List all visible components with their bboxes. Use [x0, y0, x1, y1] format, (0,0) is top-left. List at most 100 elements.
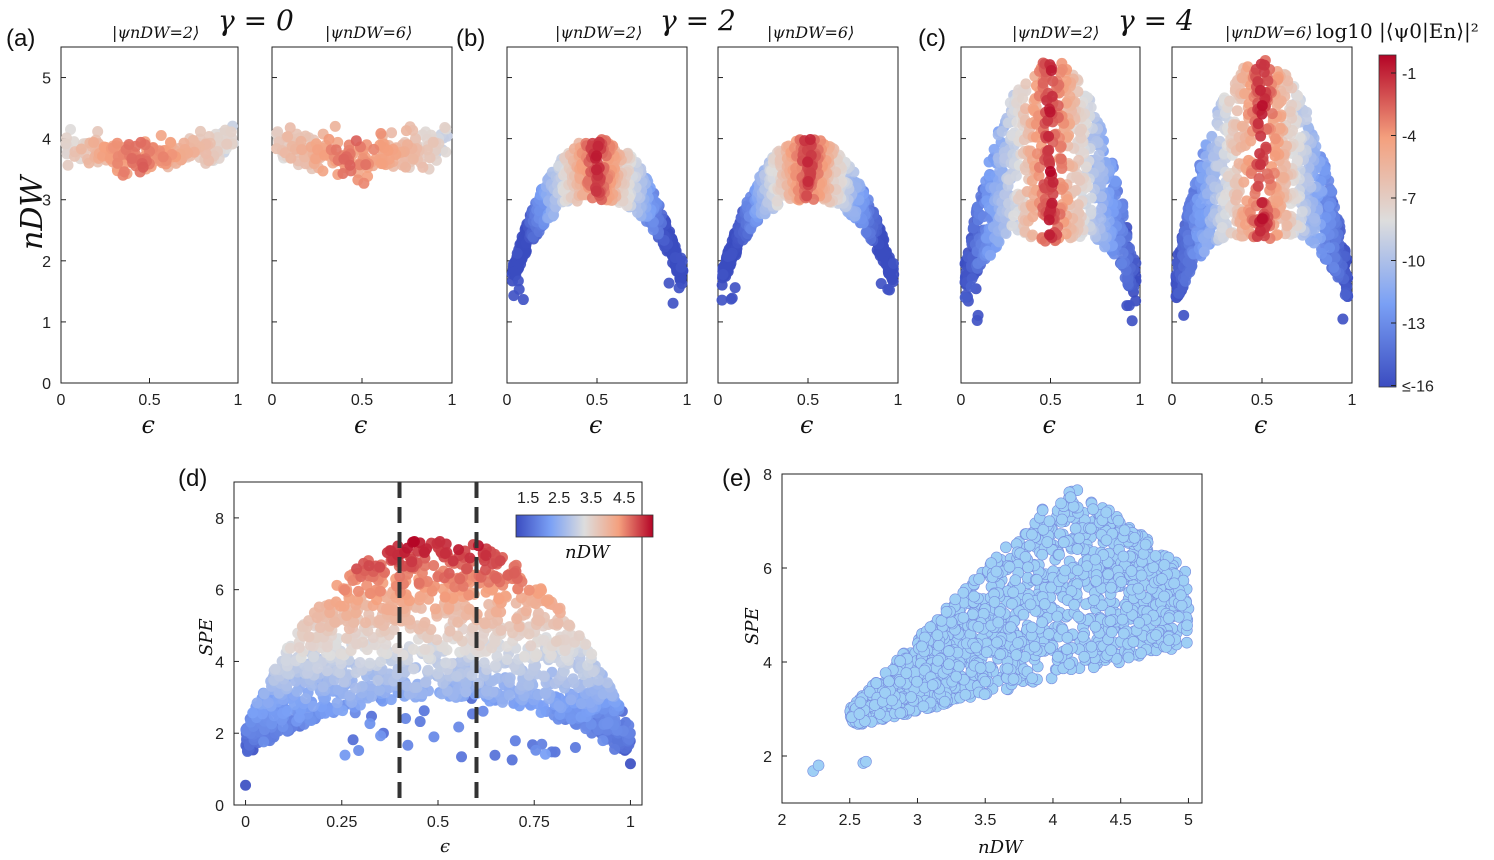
axes-frame-0 [60, 46, 239, 384]
data-point-1-122 [400, 161, 412, 173]
data-point-1-228 [344, 159, 356, 171]
data-point-1-190 [375, 158, 387, 170]
data-point-d-996 [357, 636, 369, 648]
data-point-5-769 [1274, 123, 1286, 135]
subtitle-a-right: |ψnDW=6⟩ [325, 23, 412, 42]
data-point-d-514 [503, 689, 515, 701]
data-point-3-811 [804, 133, 816, 145]
x-tick-label-0-0: 0 [57, 392, 66, 409]
data-point-d-600 [350, 682, 362, 694]
data-point-d-170 [402, 739, 414, 751]
x-tick-label-6-2: 0.5 [427, 814, 449, 831]
data-point-5-895 [1258, 59, 1270, 71]
subtitle-a-left: |ψnDW=2⟩ [112, 23, 199, 42]
data-point-4-828 [1056, 162, 1068, 174]
data-point-d-102 [609, 743, 621, 755]
data-point-d-963 [489, 636, 501, 648]
x-tick-label-0-1: 0.5 [138, 392, 160, 409]
x-tick-label-4-0: 0 [957, 392, 966, 409]
data-point-d-53 [347, 734, 359, 746]
data-point-1-173 [317, 165, 329, 177]
data-point-5-303 [1316, 247, 1328, 259]
data-point-1-90 [417, 161, 429, 173]
points-5 [1170, 54, 1354, 325]
data-point-5-883 [1252, 180, 1264, 192]
data-point-3-213 [726, 292, 738, 304]
x-tick-label-3-0: 0 [714, 392, 723, 409]
data-point-1-99 [386, 127, 398, 139]
data-point-5-627 [1224, 95, 1236, 107]
y-tick-label-6-0: 0 [215, 798, 224, 815]
data-point-1-119 [407, 153, 419, 165]
data-point-5-136 [1339, 289, 1351, 301]
data-point-3-207 [717, 269, 729, 281]
data-point-4-654 [1074, 174, 1086, 186]
data-point-4-644 [1076, 123, 1088, 135]
data-point-d-570 [480, 685, 492, 697]
data-point-d-918 [586, 648, 598, 660]
data-point-d-265 [565, 713, 577, 725]
data-point-2-206 [511, 247, 523, 259]
subtitle-c-left: |ψnDW=2⟩ [1012, 23, 1099, 42]
data-point-5-702 [1231, 189, 1243, 201]
data-point-0-204 [157, 151, 169, 163]
data-point-d-499 [300, 693, 312, 705]
data-point-4-86 [1123, 300, 1135, 312]
x-tick-label-6-4: 1 [626, 814, 635, 831]
data-point-d-1070 [563, 619, 575, 631]
data-point-d-721 [451, 670, 463, 682]
data-point-d-213 [597, 735, 609, 747]
data-point-2-204 [663, 277, 675, 289]
data-point-d-289 [339, 749, 351, 761]
x-tick-label-5-2: 1 [1348, 392, 1357, 409]
gamma-title-a: γ = 0 [218, 4, 294, 37]
data-point-d-546 [374, 684, 386, 696]
data-point-d-78 [456, 751, 468, 763]
data-point-d-980 [293, 642, 305, 654]
data-point-4-570 [1006, 220, 1018, 232]
data-point-5-206 [1184, 266, 1196, 278]
data-point-0-41 [60, 132, 72, 144]
data-point-d-109 [569, 742, 581, 754]
data-point-5-82 [1337, 313, 1349, 325]
data-point-5-905 [1254, 84, 1266, 96]
data-point-0-224 [135, 136, 147, 148]
data-point-d-211 [258, 736, 270, 748]
axes-4: 0 0.5 1ϵ [957, 46, 1145, 439]
data-point-2-211 [675, 252, 687, 264]
data-point-d-259 [375, 730, 387, 742]
data-point-d-2 [624, 758, 636, 770]
data-point-4-910 [1044, 106, 1056, 118]
colorbar-tick-label-1: -4 [1402, 129, 1416, 146]
data-point-4-909 [1043, 214, 1055, 226]
data-point-2-208 [667, 297, 679, 309]
data-point-d-439 [251, 697, 263, 709]
data-point-4-146 [965, 281, 977, 293]
data-point-1-70 [421, 144, 433, 156]
data-point-d-1042 [303, 631, 315, 643]
x-tick-label-1-1: 0.5 [351, 392, 373, 409]
data-point-0-44 [225, 126, 237, 138]
panel-label-b: (b) [456, 25, 485, 52]
data-point-5-506 [1300, 113, 1312, 125]
data-point-4-861 [1047, 75, 1059, 87]
data-point-d-206 [530, 744, 542, 756]
data-point-0-107 [75, 143, 87, 155]
y-tick-label-0-2: 2 [42, 254, 51, 271]
data-point-2-803 [590, 185, 602, 197]
data-point-1-211 [358, 177, 370, 189]
y-tick-label-6-2: 4 [215, 654, 224, 671]
data-point-d-961 [580, 638, 592, 650]
data-point-5-897 [1254, 158, 1266, 170]
data-point-d-195 [477, 705, 489, 717]
data-point-0-39 [212, 131, 224, 143]
data-point-2-811 [591, 150, 603, 162]
x-tick-label-3-1: 0.5 [797, 392, 819, 409]
data-point-1-221 [330, 144, 342, 156]
data-point-d-916 [335, 648, 347, 660]
axes-5: 0 0.5 1ϵ [1168, 46, 1357, 439]
gamma-title-c: γ = 4 [1118, 4, 1194, 37]
data-point-2-202 [513, 283, 525, 295]
data-point-d-762 [422, 664, 434, 676]
